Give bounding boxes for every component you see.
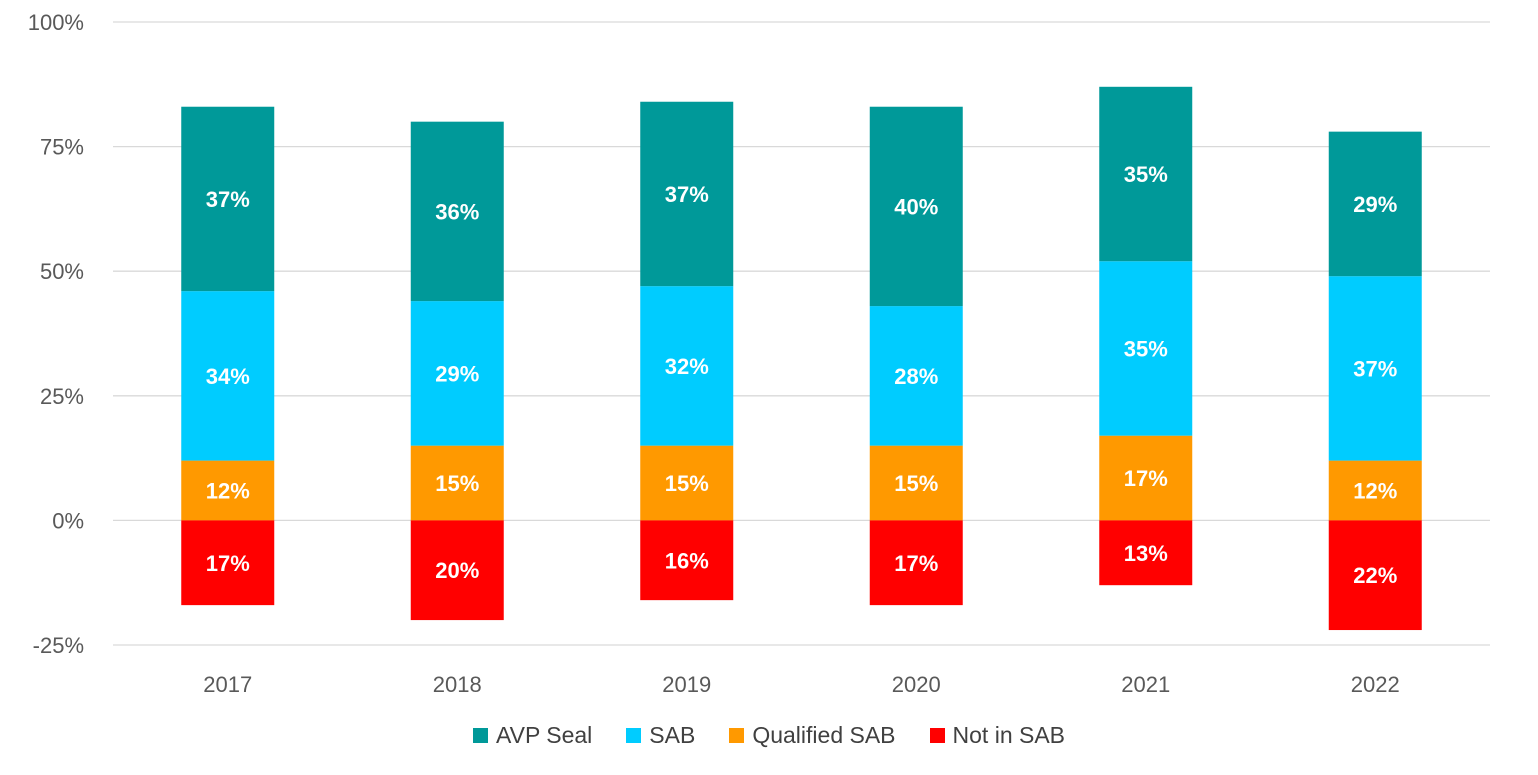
data-label-qualified-sab-2021: 17% <box>1124 466 1168 491</box>
y-tick-label: 50% <box>40 259 84 284</box>
bar-not-in-sab-2022 <box>1328 520 1422 631</box>
data-label-qualified-sab-2019: 15% <box>665 471 709 496</box>
data-label-not-in-sab-2020: 17% <box>894 551 938 576</box>
x-axis-tick-labels: 2017 2018 2019 2020 2021 2022 <box>203 672 1399 697</box>
x-tick-label-2017: 2017 <box>203 672 252 697</box>
data-label-avp-seal-2017: 37% <box>206 187 250 212</box>
x-tick-label-2018: 2018 <box>433 672 482 697</box>
bar-sab-2020 <box>869 306 963 446</box>
bar-avp-seal-2017 <box>181 106 275 292</box>
bar-not-in-sab-2020 <box>869 520 963 606</box>
bar-sab-2022 <box>1328 276 1422 461</box>
data-label-sab-2018: 29% <box>435 361 479 386</box>
data-label-not-in-sab-2017: 17% <box>206 551 250 576</box>
bar-avp-seal-2018 <box>410 121 504 302</box>
data-label-qualified-sab-2020: 15% <box>894 471 938 496</box>
data-label-sab-2022: 37% <box>1353 356 1397 381</box>
y-tick-label: 25% <box>40 384 84 409</box>
bar-not-in-sab-2021 <box>1099 520 1193 586</box>
bar-sab-2018 <box>410 301 504 446</box>
legend-swatch-not-in-sab <box>929 728 945 743</box>
chart-canvas: -25% 0% 25% 50% 75% 100% 12% 34% 37% 17% 15% 29% 36… <box>28 10 1490 697</box>
data-label-sab-2020: 28% <box>894 364 938 389</box>
data-label-not-in-sab-2022: 22% <box>1353 563 1397 588</box>
legend: AVP Seal SAB Qualified SAB Not in SAB <box>0 722 1538 749</box>
y-tick-label: 0% <box>52 508 84 533</box>
legend-label-avp-seal: AVP Seal <box>495 722 593 748</box>
bar-sab-2021 <box>1099 261 1193 436</box>
legend-item-qualified-sab: Qualified SAB <box>729 722 896 749</box>
bar-avp-seal-2021 <box>1099 86 1193 262</box>
data-label-avp-seal-2020: 40% <box>894 194 938 219</box>
bar-qualified-sab-2020 <box>869 445 963 521</box>
x-tick-label-2019: 2019 <box>662 672 711 697</box>
legend-item-sab: SAB <box>626 722 695 749</box>
legend-swatch-sab <box>626 728 642 743</box>
data-label-qualified-sab-2017: 12% <box>206 478 250 503</box>
legend-label-not-in-sab: Not in SAB <box>952 722 1066 748</box>
bar-avp-seal-2022 <box>1328 131 1422 277</box>
data-label-avp-seal-2022: 29% <box>1353 192 1397 217</box>
bar-avp-seal-2020 <box>869 106 963 307</box>
bar-qualified-sab-2019 <box>640 445 734 521</box>
y-tick-label: -25% <box>33 633 84 658</box>
data-labels: 12% 34% 37% 17% 15% 29% 36% 20% 15% 32% 37% 16% 15% 2… <box>206 162 1398 588</box>
data-label-sab-2019: 32% <box>665 354 709 379</box>
y-tick-label: 75% <box>40 135 84 160</box>
bar-qualified-sab-2021 <box>1099 435 1193 521</box>
bar-avp-seal-2019 <box>640 101 734 287</box>
bar-sab-2019 <box>640 286 734 446</box>
x-tick-label-2020: 2020 <box>892 672 941 697</box>
x-tick-label-2022: 2022 <box>1351 672 1400 697</box>
data-label-sab-2017: 34% <box>206 364 250 389</box>
bar-not-in-sab-2017 <box>181 520 275 606</box>
legend-swatch-qualified-sab <box>729 728 745 743</box>
legend-swatch-avp-seal <box>472 728 488 743</box>
data-label-not-in-sab-2019: 16% <box>665 548 709 573</box>
y-axis-tick-labels: -25% 0% 25% 50% 75% 100% <box>28 10 84 658</box>
y-tick-label: 100% <box>28 10 84 35</box>
data-label-avp-seal-2018: 36% <box>435 199 479 224</box>
bar-not-in-sab-2019 <box>640 520 734 601</box>
data-label-qualified-sab-2018: 15% <box>435 471 479 496</box>
bars <box>181 86 1422 631</box>
bar-qualified-sab-2022 <box>1328 460 1422 521</box>
legend-item-avp-seal: AVP Seal <box>472 722 593 749</box>
data-label-not-in-sab-2018: 20% <box>435 558 479 583</box>
bar-not-in-sab-2018 <box>410 520 504 621</box>
data-label-avp-seal-2021: 35% <box>1124 162 1168 187</box>
data-label-qualified-sab-2022: 12% <box>1353 478 1397 503</box>
legend-label-sab: SAB <box>649 722 696 748</box>
data-label-sab-2021: 35% <box>1124 336 1168 361</box>
bar-sab-2017 <box>181 291 275 461</box>
data-label-not-in-sab-2021: 13% <box>1124 541 1168 566</box>
gridlines <box>113 21 1490 646</box>
bar-qualified-sab-2017 <box>181 460 275 521</box>
data-label-avp-seal-2019: 37% <box>665 182 709 207</box>
x-tick-label-2021: 2021 <box>1121 672 1170 697</box>
legend-item-not-in-sab: Not in SAB <box>929 722 1066 749</box>
bar-qualified-sab-2018 <box>410 445 504 521</box>
legend-label-qualified-sab: Qualified SAB <box>752 722 896 748</box>
